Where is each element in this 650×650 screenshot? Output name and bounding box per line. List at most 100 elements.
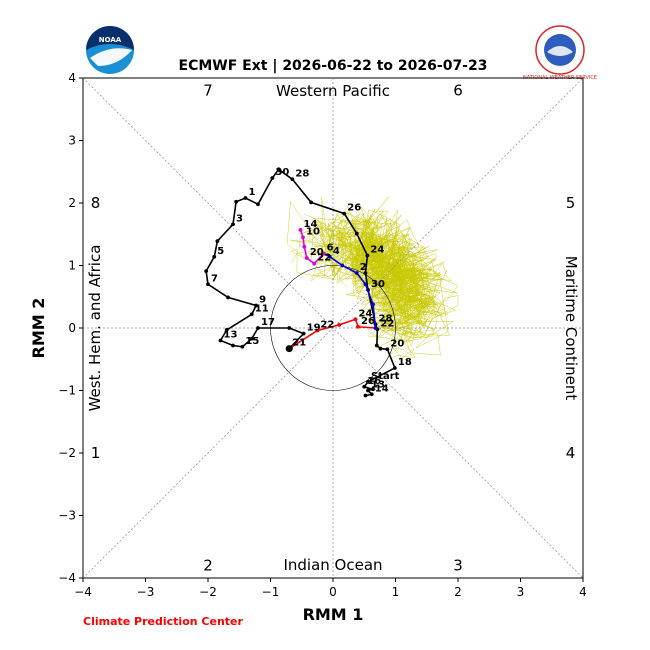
phase-number: 6 bbox=[453, 82, 463, 100]
series-point-observed bbox=[362, 384, 367, 389]
series-point-week1 bbox=[315, 328, 320, 333]
series-point-observed bbox=[224, 327, 229, 332]
series-point-observed bbox=[374, 343, 379, 348]
point-label: 24 bbox=[359, 308, 373, 319]
point-labels: 141316Start18202228302426283013579111315… bbox=[211, 167, 412, 394]
ensemble-member-line bbox=[310, 209, 437, 315]
y-tick-label: 3 bbox=[68, 134, 76, 148]
point-label: Start bbox=[371, 371, 400, 382]
point-label: 28 bbox=[295, 168, 309, 179]
chart-title: ECMWF Ext | 2026-06-22 to 2026-07-23 bbox=[179, 58, 488, 74]
ensemble-member-line bbox=[357, 217, 435, 328]
noaa-logo-icon: NOAA bbox=[86, 26, 134, 74]
series-point-week2 bbox=[371, 302, 375, 307]
series-point-week3 bbox=[312, 261, 317, 266]
ensemble-member-line bbox=[313, 233, 421, 324]
series-point-observed bbox=[276, 167, 281, 172]
point-label: 9 bbox=[259, 295, 266, 306]
nws-logo-icon: NATIONAL WEATHER SERVICE bbox=[523, 25, 597, 81]
series-point-observed bbox=[254, 303, 259, 308]
y-tick-label: −4 bbox=[58, 571, 76, 585]
series-point-week3 bbox=[301, 235, 305, 240]
x-tick-label: 3 bbox=[517, 585, 525, 599]
ensemble-member-line bbox=[319, 211, 436, 330]
point-label: 4 bbox=[333, 246, 340, 257]
series-point-week1 bbox=[353, 317, 358, 322]
point-label: 6 bbox=[327, 243, 334, 254]
series-point-observed bbox=[365, 253, 370, 258]
series-point-week2 bbox=[354, 271, 359, 275]
point-label: 14 bbox=[304, 219, 318, 230]
ensemble-member-line bbox=[340, 208, 438, 321]
series-point-week2 bbox=[373, 326, 378, 330]
series-point-observed bbox=[287, 326, 292, 330]
series-point-observed bbox=[385, 347, 390, 352]
series-point-week3 bbox=[321, 251, 326, 256]
region-label-left: West. Hem. and Africa bbox=[86, 245, 104, 412]
region-label-top: Western Pacific bbox=[276, 82, 390, 100]
point-label: 22 bbox=[380, 318, 394, 329]
series-point-observed bbox=[218, 338, 223, 343]
point-label: 3 bbox=[236, 213, 243, 224]
point-label: 2 bbox=[360, 262, 367, 273]
y-tick-label: −1 bbox=[58, 384, 76, 398]
series-point-observed bbox=[231, 222, 235, 227]
series-point-observed bbox=[240, 344, 245, 349]
series-point-observed bbox=[226, 295, 230, 300]
point-label: 24 bbox=[370, 245, 384, 256]
series-point-observed bbox=[249, 336, 254, 341]
x-tick-label: 4 bbox=[579, 585, 587, 599]
series-point-observed bbox=[369, 392, 374, 397]
series-point-observed bbox=[249, 312, 254, 317]
series-point-observed bbox=[354, 231, 359, 236]
series-point-observed bbox=[243, 196, 248, 200]
point-label: 28 bbox=[379, 313, 393, 324]
ensemble-member-line bbox=[327, 214, 406, 313]
series-point-observed bbox=[301, 331, 306, 336]
x-tick-label: 1 bbox=[392, 585, 400, 599]
point-label: 20 bbox=[310, 247, 324, 258]
phase-number: 8 bbox=[91, 194, 101, 212]
series-point-observed bbox=[363, 393, 368, 398]
phase-number: 5 bbox=[566, 194, 576, 212]
series-point-week2 bbox=[363, 282, 368, 287]
point-label: 30 bbox=[371, 279, 385, 290]
series-point-observed bbox=[392, 366, 397, 370]
series-point-week2 bbox=[327, 254, 332, 259]
point-label: 22 bbox=[317, 253, 331, 264]
point-label: 16 bbox=[367, 376, 381, 387]
y-tick-label: 4 bbox=[68, 71, 76, 85]
phase-number: 3 bbox=[453, 557, 463, 575]
point-label: 22 bbox=[320, 320, 334, 331]
ensemble-member-line bbox=[341, 232, 447, 321]
series-point-observed bbox=[371, 387, 375, 392]
series-point-observed bbox=[366, 379, 370, 384]
footer-credit: Climate Prediction Center bbox=[83, 615, 243, 628]
point-label: 5 bbox=[217, 246, 224, 257]
x-axis-label: RMM 1 bbox=[303, 605, 364, 624]
series-point-observed bbox=[270, 176, 275, 180]
point-label: 30 bbox=[275, 167, 289, 178]
noaa-logo-text: NOAA bbox=[99, 36, 122, 44]
point-label: 17 bbox=[261, 317, 275, 328]
point-label: 13 bbox=[224, 330, 238, 341]
series-point-observed bbox=[215, 239, 220, 244]
series-point-week3 bbox=[302, 244, 307, 249]
ensemble-member-line bbox=[338, 242, 441, 359]
ensemble-member-line bbox=[363, 239, 430, 337]
series-point-week1 bbox=[356, 324, 360, 329]
current-position-marker bbox=[285, 345, 293, 353]
ensemble-member-line bbox=[317, 219, 428, 308]
region-labels: Western Pacific Indian Ocean West. Hem. … bbox=[86, 82, 580, 574]
series-point-week1 bbox=[337, 322, 342, 327]
series-point-week2 bbox=[340, 263, 345, 268]
series-point-observed bbox=[378, 346, 383, 351]
phase-number: 2 bbox=[203, 557, 213, 575]
phase-number: 1 bbox=[91, 444, 101, 462]
point-label: 13 bbox=[371, 380, 385, 391]
point-label: 15 bbox=[245, 336, 259, 347]
series-line-week1 bbox=[288, 318, 376, 350]
series-point-observed bbox=[206, 282, 210, 287]
series-point-observed bbox=[256, 326, 260, 330]
